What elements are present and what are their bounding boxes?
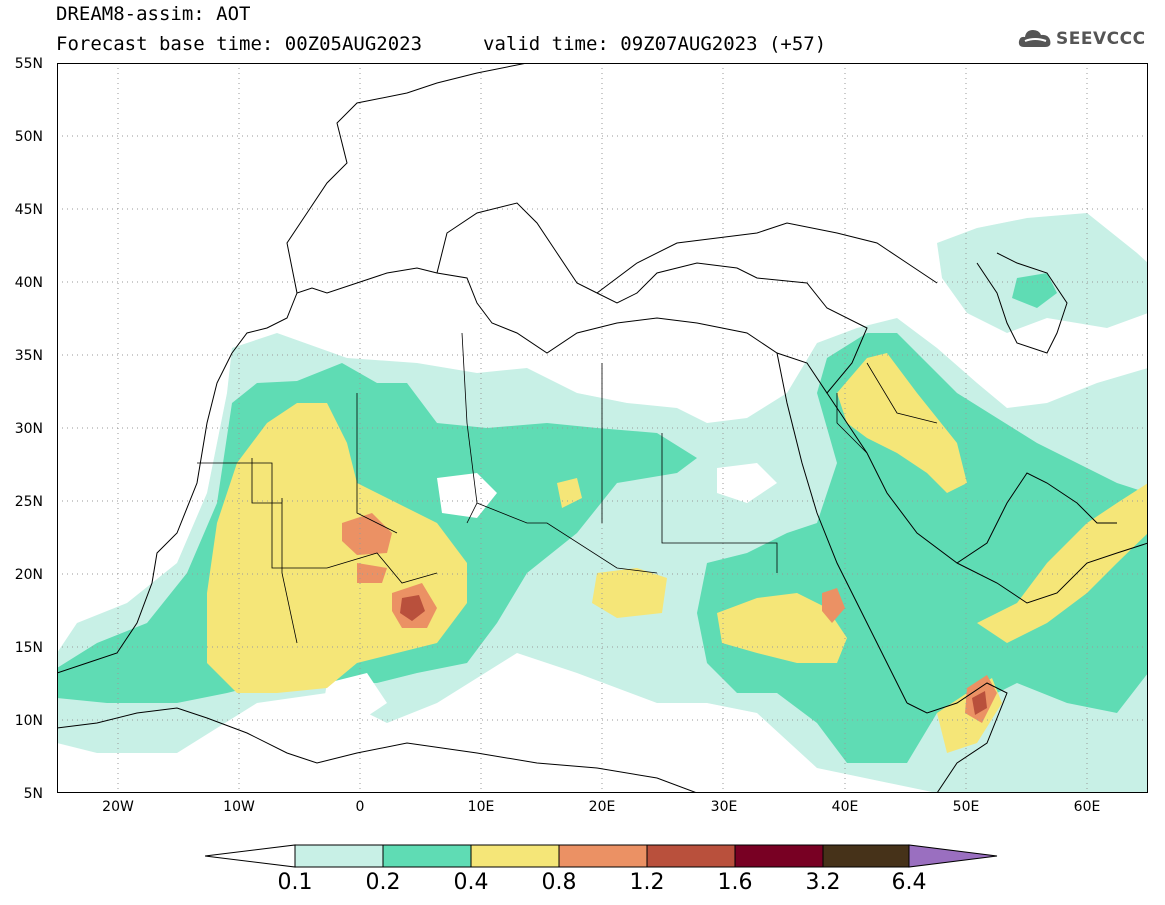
lat-label-25n: 25N (14, 494, 43, 510)
title-line-2: Forecast base time: 00Z05AUG2023 valid ti… (56, 33, 826, 55)
seevccc-logo: SEEVCCC (1018, 26, 1146, 52)
lat-label-40n: 40N (14, 275, 43, 291)
lon-label-40e: 40E (831, 799, 859, 815)
colorbar (205, 844, 998, 868)
aot-band-0.8-a (342, 513, 392, 555)
aot-band-0.4-sahara (592, 568, 667, 618)
lon-label-10e: 10E (467, 799, 495, 815)
logo-text: SEEVCCC (1056, 29, 1146, 49)
aot-hole-1 (437, 473, 497, 518)
aot-band-0.4-iraq (837, 353, 967, 493)
aot-map (57, 63, 1148, 793)
coastlines (57, 63, 1148, 793)
valid-time: valid time: 09Z07AUG2023 (+57) (483, 33, 827, 55)
lat-label-15n: 15N (14, 640, 43, 656)
colorbar-label-3.2: 3.2 (805, 870, 841, 895)
colorbar-label-0.8: 0.8 (541, 870, 577, 895)
colorbar-swatch-7 (822, 844, 910, 868)
map-frame (57, 63, 1148, 793)
colorbar-label-0.1: 0.1 (277, 870, 313, 895)
lat-label-10n: 10N (14, 713, 43, 729)
cloud-icon (1018, 30, 1051, 47)
lon-label-50e: 50E (952, 799, 980, 815)
borders (197, 332, 938, 644)
lat-label-30n: 30N (14, 421, 43, 437)
aot-hole-3 (717, 463, 777, 503)
colorbar-label-0.2: 0.2 (365, 870, 401, 895)
colorbar-swatch-4 (558, 844, 648, 868)
colorbar-label-0.4: 0.4 (453, 870, 489, 895)
lon-label-30e: 30E (710, 799, 738, 815)
aot-band-0.1-caspian (937, 213, 1148, 333)
aot-band-0.4-libya (557, 478, 582, 508)
aot-band-0.8-b (357, 563, 387, 583)
lon-label-60e: 60E (1073, 799, 1101, 815)
lat-label-20n: 20N (14, 567, 43, 583)
lon-label-20w: 20W (102, 799, 134, 815)
aot-band-1.2-a (400, 595, 425, 621)
aot-band-0.2-caspian (1012, 273, 1057, 308)
colorbar-swatch-3 (470, 844, 560, 868)
colorbar-label-1.2: 1.2 (629, 870, 665, 895)
aot-band-1.2-b (972, 691, 987, 715)
map-border (57, 63, 1148, 793)
colorbar-swatch-6 (734, 844, 824, 868)
aot-band-0.8-d (822, 588, 845, 623)
lat-label-45n: 45N (14, 202, 43, 218)
title-line-1: DREAM8-assim: AOT (56, 3, 251, 25)
colorbar-right-arrow (908, 844, 998, 868)
lat-label-5n: 5N (23, 786, 43, 802)
colorbar-swatch-1 (294, 844, 384, 868)
colorbar-label-6.4: 6.4 (891, 870, 927, 895)
colorbar-swatch-5 (646, 844, 736, 868)
aot-band-0.4-sudan (717, 593, 847, 663)
colorbar-left-arrow (205, 844, 296, 868)
lon-label-0: 0 (355, 799, 365, 815)
colorbar-label-1.6: 1.6 (717, 870, 753, 895)
aot-hole-2 (322, 673, 387, 723)
colorbar-swatch-2 (382, 844, 472, 868)
lon-label-10w: 10W (223, 799, 255, 815)
base-time: Forecast base time: 00Z05AUG2023 (56, 33, 423, 55)
lon-label-20e: 20E (588, 799, 616, 815)
lat-label-55n: 55N (14, 56, 43, 72)
lat-label-50n: 50N (14, 129, 43, 145)
lat-label-35n: 35N (14, 348, 43, 364)
